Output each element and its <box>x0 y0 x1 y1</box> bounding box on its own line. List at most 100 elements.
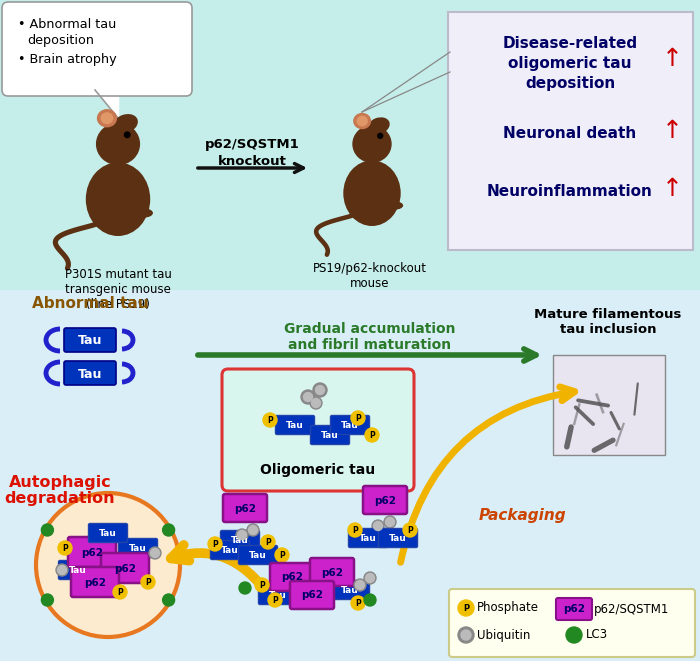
Text: deposition: deposition <box>525 76 615 91</box>
Text: deposition: deposition <box>27 34 94 47</box>
FancyBboxPatch shape <box>101 553 149 583</box>
FancyBboxPatch shape <box>2 2 192 96</box>
Ellipse shape <box>356 116 368 126</box>
FancyBboxPatch shape <box>59 561 97 580</box>
Ellipse shape <box>134 208 153 217</box>
Circle shape <box>566 627 582 643</box>
FancyBboxPatch shape <box>211 541 249 559</box>
Circle shape <box>364 594 376 606</box>
Text: P301S mutant tau
transgenic mouse
(line PS19): P301S mutant tau transgenic mouse (line … <box>64 268 172 311</box>
Circle shape <box>374 522 382 531</box>
Text: p62: p62 <box>281 572 303 582</box>
Circle shape <box>458 627 474 643</box>
Ellipse shape <box>387 202 403 210</box>
Circle shape <box>247 524 259 536</box>
Circle shape <box>275 548 289 562</box>
Text: p62: p62 <box>114 563 136 574</box>
Circle shape <box>354 579 366 591</box>
FancyBboxPatch shape <box>310 558 354 586</box>
Bar <box>0 290 700 661</box>
FancyBboxPatch shape <box>363 486 407 514</box>
Polygon shape <box>95 90 118 118</box>
FancyBboxPatch shape <box>71 567 119 597</box>
Text: Tau: Tau <box>221 546 239 555</box>
Circle shape <box>149 547 161 559</box>
Text: p62: p62 <box>301 590 323 600</box>
Text: Ubiquitin: Ubiquitin <box>477 629 531 641</box>
Circle shape <box>208 537 222 551</box>
Bar <box>553 355 665 455</box>
FancyBboxPatch shape <box>239 545 277 564</box>
Text: P: P <box>355 599 361 608</box>
Text: p62/SQSTM1: p62/SQSTM1 <box>594 602 669 615</box>
Circle shape <box>378 134 383 138</box>
Text: Tau: Tau <box>321 431 339 440</box>
Text: P: P <box>145 578 151 587</box>
Circle shape <box>58 541 72 555</box>
Circle shape <box>386 518 395 527</box>
Circle shape <box>41 594 53 606</box>
Circle shape <box>351 411 365 425</box>
Text: p62: p62 <box>374 496 396 506</box>
Text: p62/SQSTM1: p62/SQSTM1 <box>204 138 300 151</box>
Circle shape <box>41 524 53 536</box>
Circle shape <box>239 582 251 594</box>
FancyBboxPatch shape <box>349 529 388 547</box>
FancyBboxPatch shape <box>290 581 334 609</box>
Circle shape <box>312 399 321 407</box>
Text: P: P <box>369 431 375 440</box>
Text: Tau: Tau <box>341 586 359 595</box>
Ellipse shape <box>113 114 138 134</box>
FancyBboxPatch shape <box>64 361 116 385</box>
FancyBboxPatch shape <box>258 586 298 605</box>
Circle shape <box>372 520 384 532</box>
Circle shape <box>356 580 365 590</box>
Text: P: P <box>407 526 413 535</box>
Circle shape <box>365 574 375 582</box>
Circle shape <box>316 385 325 395</box>
FancyBboxPatch shape <box>330 580 370 600</box>
Text: P: P <box>212 540 218 549</box>
Text: Disease-related: Disease-related <box>503 36 638 51</box>
Text: p62: p62 <box>563 604 585 614</box>
Text: Packaging: Packaging <box>478 508 566 523</box>
Circle shape <box>364 572 376 584</box>
Text: p62: p62 <box>234 504 256 514</box>
FancyBboxPatch shape <box>270 563 314 591</box>
Text: P: P <box>352 526 358 535</box>
Text: p62: p62 <box>321 568 343 578</box>
Text: Tau: Tau <box>69 566 87 575</box>
Text: ↑: ↑ <box>662 119 682 143</box>
Ellipse shape <box>96 123 140 165</box>
Text: P: P <box>463 604 469 613</box>
Text: Neuroinflammation: Neuroinflammation <box>487 184 653 199</box>
Circle shape <box>268 593 282 607</box>
FancyBboxPatch shape <box>448 12 693 250</box>
Text: Tau: Tau <box>99 529 117 538</box>
Circle shape <box>263 413 277 427</box>
Text: Tau: Tau <box>231 536 249 545</box>
Text: Tau: Tau <box>78 334 102 348</box>
Circle shape <box>351 596 365 610</box>
Text: • Abnormal tau: • Abnormal tau <box>18 18 116 31</box>
Circle shape <box>255 578 269 592</box>
Text: P: P <box>272 596 278 605</box>
Text: Abnormal tau: Abnormal tau <box>32 296 148 311</box>
Circle shape <box>57 566 66 574</box>
Ellipse shape <box>343 161 400 226</box>
Circle shape <box>348 523 362 537</box>
Circle shape <box>365 428 379 442</box>
Text: P: P <box>267 416 273 425</box>
Text: Tau: Tau <box>269 591 287 600</box>
Circle shape <box>301 390 315 404</box>
Circle shape <box>125 132 130 137</box>
FancyBboxPatch shape <box>379 529 417 547</box>
Text: and fibril maturation: and fibril maturation <box>288 338 452 352</box>
FancyBboxPatch shape <box>88 524 127 543</box>
Circle shape <box>236 529 248 541</box>
Text: ↑: ↑ <box>662 177 682 201</box>
Text: p62: p62 <box>81 547 103 557</box>
Circle shape <box>56 564 68 576</box>
Text: Tau: Tau <box>341 421 359 430</box>
Text: Mature filamentous
tau inclusion: Mature filamentous tau inclusion <box>534 308 682 336</box>
